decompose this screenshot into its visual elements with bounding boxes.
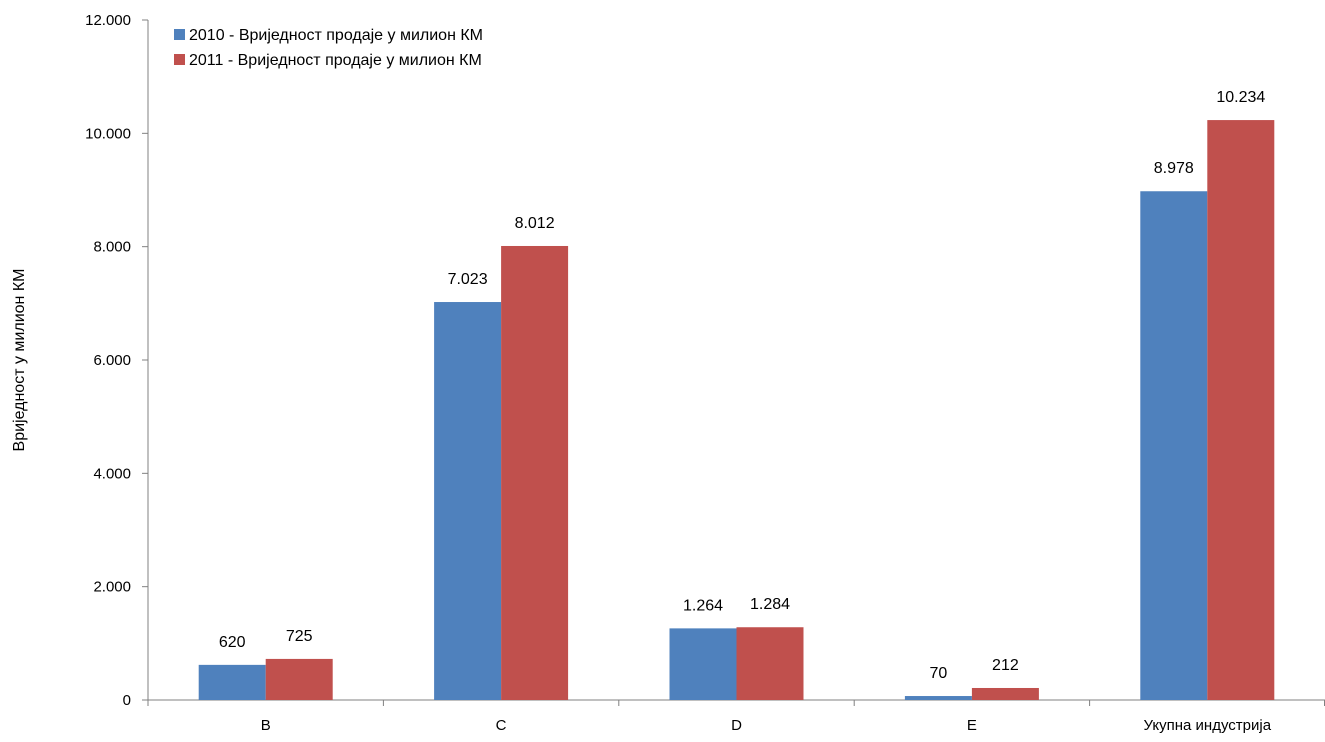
legend: 2010 - Вриједност продаје у милион КМ 201… [174,27,483,69]
bar-2011 [736,627,804,700]
y-tick-label: 4.000 [93,465,131,482]
legend-swatch [174,29,185,40]
data-labels: 620 7.023 1.264 70 8.978 725 8.012 1.284 212 10.2… [219,89,1266,682]
bar-2011 [265,658,333,700]
bar-2011 [501,245,569,700]
data-label: 10.234 [1216,89,1265,106]
data-label: 70 [930,665,948,682]
bar-2010 [904,696,972,700]
data-label: 1.264 [683,597,723,614]
y-tick-label: 8.000 [93,239,131,256]
y-axis-title: Вриједност у милион КМ [11,269,28,452]
x-tick-label: C [496,717,507,734]
data-label: 7.023 [448,271,488,288]
data-label: 1.284 [750,596,790,613]
data-label: 725 [286,628,313,645]
x-tick-label: Укупна индустрија [1144,717,1272,734]
axes: 0 2.000 4.000 6.000 8.000 10.000 12.000 B C D E Уку… [85,12,1325,734]
y-tick-label: 2.000 [93,579,131,596]
bar-2011 [1207,120,1275,700]
legend-swatch [174,54,185,65]
y-tick-label: 10.000 [85,125,131,142]
bars [198,120,1275,700]
y-tick-label: 0 [123,692,131,709]
bar-2010 [198,664,266,700]
y-tick-label: 12.000 [85,12,131,29]
bar-2010 [669,628,737,700]
x-tick-label: D [731,717,742,734]
bar-2010 [434,302,502,700]
data-label: 212 [992,657,1019,674]
x-tick-label: E [967,717,977,734]
data-label: 620 [219,634,246,651]
bar-2011 [971,687,1039,700]
y-tick-label: 6.000 [93,352,131,369]
x-tick-label: B [261,717,271,734]
data-label: 8.978 [1154,160,1194,177]
bar-2010 [1140,191,1208,700]
legend-label: 2011 - Вриједност продаје у милион КМ [189,52,482,69]
legend-label: 2010 - Вриједност продаје у милион КМ [189,27,483,44]
data-label: 8.012 [515,215,555,232]
